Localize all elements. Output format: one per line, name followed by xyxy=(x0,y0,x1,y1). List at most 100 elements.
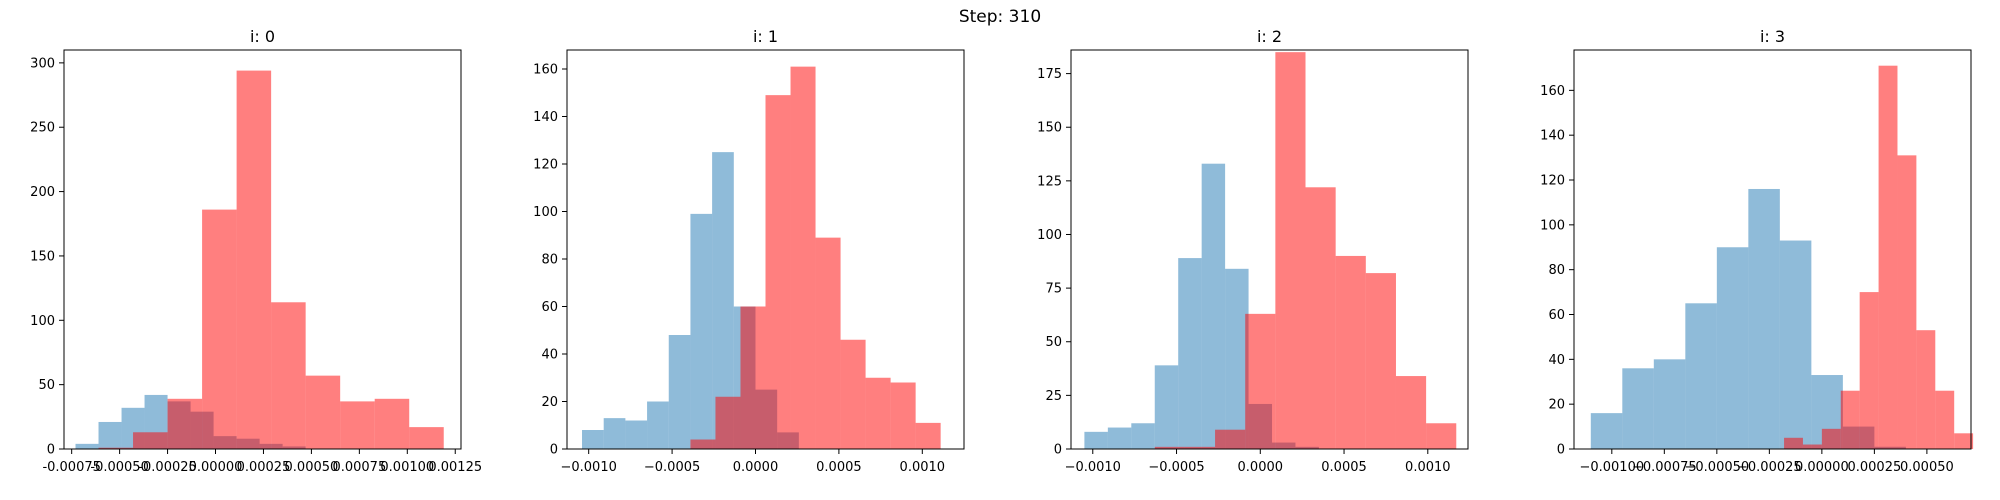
hist-bar-red xyxy=(1802,444,1822,449)
x-tick-label: -0.00025 xyxy=(138,460,196,475)
hist-bar-red xyxy=(305,375,341,449)
hist-bar-red xyxy=(815,237,841,450)
axes-frame xyxy=(1573,49,1972,450)
x-tick-label: 0.00025 xyxy=(237,460,291,475)
y-tick-label: 20 xyxy=(541,395,558,410)
y-tick-label: 0 xyxy=(1557,443,1565,458)
axes-frame xyxy=(566,49,965,450)
hist-bar-red xyxy=(1335,255,1366,449)
y-tick-label: 300 xyxy=(30,56,55,71)
x-tick-label: 0.00025 xyxy=(1847,460,1901,475)
y-tick-label: 60 xyxy=(541,300,558,315)
hist-bar-blue xyxy=(625,420,648,449)
hist-bar-red xyxy=(1245,313,1276,449)
hist-bar-red xyxy=(1859,292,1879,449)
x-tick-label: 0.00075 xyxy=(332,460,386,475)
hist-bar-red xyxy=(98,447,134,449)
x-tick-label: 0.0010 xyxy=(900,460,946,475)
y-tick-label: 80 xyxy=(541,253,558,268)
x-tick-label: 0.00000 xyxy=(1795,460,1849,475)
x-tick-label: 0.00050 xyxy=(1900,460,1954,475)
hist-bar-red xyxy=(740,306,766,449)
x-tick-label: −0.00050 xyxy=(1685,460,1750,475)
x-tick-label: 0.00125 xyxy=(428,460,482,475)
hist-bar-red xyxy=(865,377,891,449)
hist-bar-red xyxy=(715,396,741,449)
x-tick-label: 0.0010 xyxy=(1405,460,1451,475)
x-tick-label: −0.00075 xyxy=(1632,460,1697,475)
hist-bar-red xyxy=(236,70,272,449)
hist-bar-red xyxy=(202,209,237,449)
hist-bar-red xyxy=(1275,52,1306,450)
x-tick-label: -0.00050 xyxy=(90,460,148,475)
x-tick-label: −0.00100 xyxy=(1579,460,1644,475)
hist-bar-red xyxy=(840,339,866,449)
hist-bar-blue xyxy=(1716,247,1749,449)
hist-bar-blue xyxy=(582,430,604,449)
subplot-2: −0.0010 −0.0005 0.0000 0.0005 0.0010 0 25 50 75 1… xyxy=(1037,27,1469,475)
hist-bar-red xyxy=(790,66,816,450)
y-tick-label: 125 xyxy=(1037,174,1062,189)
y-tick-label: 150 xyxy=(30,249,55,264)
x-tick-label: 0.00100 xyxy=(380,460,434,475)
hist-bar-red xyxy=(890,382,916,449)
y-tick-label: 250 xyxy=(30,121,55,136)
y-tick-label: 20 xyxy=(1548,398,1565,413)
hist-bar-red xyxy=(340,401,375,449)
y-tick-label: 50 xyxy=(38,378,55,393)
hist-bar-blue xyxy=(1779,240,1812,449)
hist-bar-blue xyxy=(603,418,626,450)
x-tick-label: 0.0000 xyxy=(733,460,779,475)
hist-bar-blue xyxy=(647,401,669,449)
x-tick-label: −0.0005 xyxy=(644,460,700,475)
subplot-3: −0.00100−0.00075−0.00050−0.000250.000000… xyxy=(1540,27,1974,475)
x-tick-label: −0.0010 xyxy=(560,460,616,475)
y-tick-label: 150 xyxy=(1037,121,1062,136)
x-tick-label: 0.00000 xyxy=(189,460,243,475)
hist-bar-red xyxy=(1784,437,1803,449)
y-tick-label: 40 xyxy=(1548,353,1565,368)
hist-bar-red xyxy=(1154,446,1185,449)
hist-bar-blue xyxy=(1748,188,1780,450)
y-tick-label: 160 xyxy=(1540,84,1565,99)
hist-bar-red xyxy=(133,432,168,449)
hist-bar-blue xyxy=(690,213,713,450)
hist-bar-red xyxy=(1840,390,1860,449)
subplot-title: i: 2 xyxy=(1257,27,1282,46)
y-tick-label: 120 xyxy=(1540,174,1565,189)
x-tick-label: −0.00025 xyxy=(1737,460,1802,475)
hist-bar-blue xyxy=(1131,423,1155,449)
x-tick-label: −0.0010 xyxy=(1065,460,1121,475)
y-tick-label: 75 xyxy=(1045,282,1062,297)
y-tick-label: 200 xyxy=(30,185,55,200)
hist-bar-red xyxy=(409,427,444,449)
hist-bar-blue xyxy=(1107,427,1132,449)
axes-frame xyxy=(1070,49,1469,450)
hist-bar-blue xyxy=(1154,365,1179,449)
hist-bar-red xyxy=(1821,428,1841,449)
hist-bar-red xyxy=(167,398,203,449)
y-tick-label: 140 xyxy=(1540,129,1565,144)
subplot-0: -0.00075-0.00050-0.000250.000000.000250.… xyxy=(30,27,482,475)
hist-bar-blue xyxy=(1653,359,1686,449)
y-tick-label: 100 xyxy=(30,314,55,329)
hist-bar-blue xyxy=(1590,413,1623,449)
x-tick-label: 0.0005 xyxy=(816,460,862,475)
hist-bar-red xyxy=(1935,390,1955,449)
x-tick-label: -0.00075 xyxy=(42,460,100,475)
hist-bar-blue xyxy=(1084,431,1108,449)
hist-bar-blue xyxy=(668,335,691,449)
hist-bar-red xyxy=(1215,429,1246,449)
hist-bar-blue xyxy=(712,152,734,450)
subplot-1: −0.0010 −0.0005 0.0000 0.0005 0.0010 0 20 40 60 8… xyxy=(533,27,965,475)
axes-frame xyxy=(63,49,462,450)
hist-bar-red xyxy=(1305,187,1336,450)
x-tick-label: 0.00050 xyxy=(285,460,339,475)
hist-bar-red xyxy=(271,302,306,449)
x-tick-label: −0.0005 xyxy=(1148,460,1204,475)
subplot-title: i: 1 xyxy=(753,27,778,46)
y-tick-label: 60 xyxy=(1548,308,1565,323)
hist-bar-blue xyxy=(98,421,122,449)
subplot-title: i: 0 xyxy=(250,27,275,46)
